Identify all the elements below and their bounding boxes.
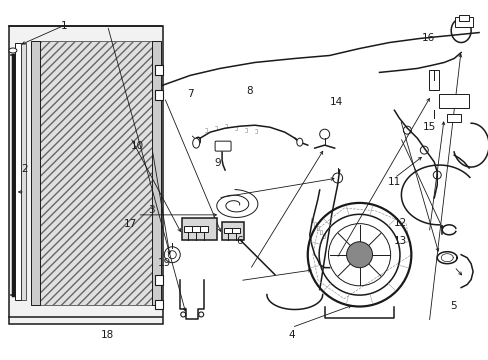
Bar [182,218,217,240]
Bar [438,94,468,108]
Text: 17: 17 [123,219,136,229]
Text: 4: 4 [288,330,295,340]
Text: 11: 11 [387,177,400,187]
Text: 15: 15 [422,122,435,132]
Text: 3: 3 [148,206,155,216]
Text: 1: 1 [61,21,67,31]
Bar [9,26,163,324]
Bar [15,42,21,300]
Bar [192,226,200,232]
Bar [152,41,161,305]
Text: 7: 7 [186,89,193,99]
Bar [184,226,192,232]
Bar [21,42,26,300]
Text: 12: 12 [393,218,406,228]
FancyBboxPatch shape [215,141,230,151]
Ellipse shape [9,48,17,53]
Ellipse shape [296,138,302,146]
Bar [454,17,472,27]
Bar [232,228,240,233]
Bar [155,90,163,100]
Text: 10: 10 [130,141,143,151]
Circle shape [346,242,372,268]
Text: 19: 19 [157,258,170,268]
Bar [428,71,438,90]
Text: 8: 8 [245,86,252,96]
Bar [31,41,40,305]
Text: 16: 16 [421,33,434,43]
Text: 18: 18 [101,330,114,340]
Bar [224,228,232,233]
Bar [155,300,163,310]
Ellipse shape [192,138,199,148]
Text: 9: 9 [214,158,221,168]
Bar [39,41,153,305]
Text: 14: 14 [329,97,342,107]
Text: 6: 6 [236,236,243,246]
Text: 2: 2 [21,164,28,174]
Bar [200,226,208,232]
Bar [155,275,163,285]
Bar [447,114,460,122]
Bar [155,66,163,75]
Text: 5: 5 [450,301,456,311]
Bar [458,15,468,21]
Text: 13: 13 [393,236,406,246]
Bar [222,222,244,240]
